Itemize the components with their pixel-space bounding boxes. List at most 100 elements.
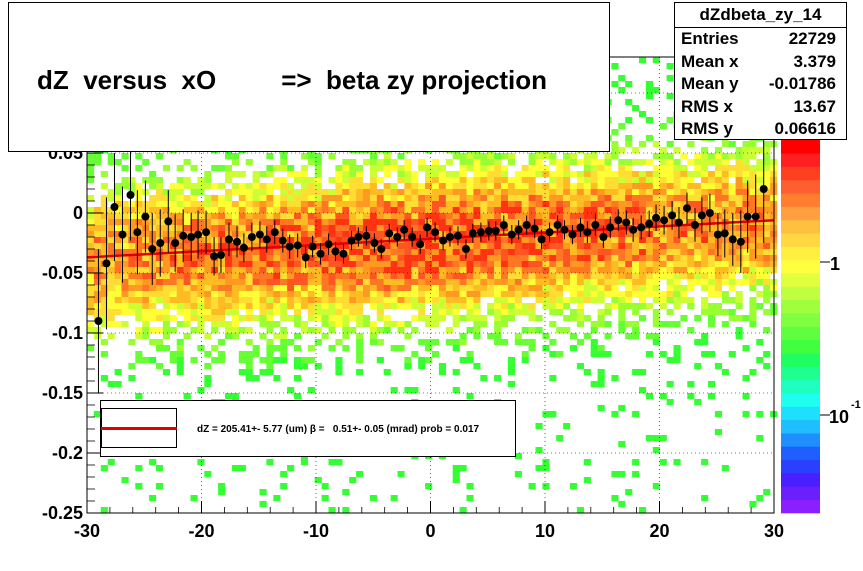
heatmap-cell — [714, 303, 722, 310]
heatmap-cell — [625, 201, 633, 208]
heatmap-cell — [397, 471, 405, 478]
heatmap-cell — [535, 153, 543, 160]
heatmap-cell — [708, 159, 716, 166]
heatmap-cell — [266, 285, 274, 292]
heatmap-cell — [590, 273, 598, 280]
heatmap-cell — [590, 291, 598, 298]
heatmap-cell — [473, 201, 481, 208]
heatmap-cell — [694, 315, 702, 322]
profile-point — [385, 229, 394, 238]
heatmap-cell — [473, 231, 481, 238]
heatmap-cell — [376, 267, 384, 274]
profile-point — [110, 203, 119, 211]
heatmap-cell — [501, 153, 509, 160]
heatmap-cell — [183, 255, 191, 262]
heatmap-cell — [714, 309, 722, 316]
heatmap-cell — [300, 189, 308, 196]
heatmap-cell — [473, 297, 481, 304]
heatmap-cell — [501, 189, 509, 196]
heatmap-cell — [314, 207, 322, 214]
heatmap-cell — [604, 159, 612, 166]
heatmap-cell — [259, 291, 267, 298]
heatmap-cell — [252, 243, 260, 250]
heatmap-cell — [438, 225, 446, 232]
heatmap-cell — [632, 309, 640, 316]
heatmap-cell — [625, 267, 633, 274]
heatmap-cell — [570, 483, 578, 490]
heatmap-cell — [576, 273, 584, 280]
stats-label: RMS x — [681, 96, 733, 116]
heatmap-cell — [604, 261, 612, 268]
heatmap-cell — [425, 345, 433, 352]
heatmap-cell — [383, 369, 391, 376]
heatmap-cell — [128, 285, 136, 292]
heatmap-cell — [611, 291, 619, 298]
heatmap-cell — [721, 207, 729, 214]
heatmap-cell — [376, 195, 384, 202]
heatmap-cell — [673, 171, 681, 178]
heatmap-cell — [604, 207, 612, 214]
heatmap-cell — [659, 213, 667, 220]
heatmap-cell — [549, 267, 557, 274]
heatmap-cell — [238, 315, 246, 322]
heatmap-cell — [273, 279, 281, 286]
heatmap-cell — [287, 465, 295, 472]
heatmap-cell — [404, 267, 412, 274]
heatmap-cell — [114, 225, 122, 232]
heatmap-cell — [639, 171, 647, 178]
heatmap-cell — [425, 243, 433, 250]
heatmap-cell — [135, 189, 143, 196]
heatmap-cell — [694, 213, 702, 220]
heatmap-cell — [542, 333, 550, 340]
heatmap-cell — [328, 261, 336, 268]
heatmap-cell — [307, 279, 315, 286]
heatmap-cell — [549, 219, 557, 226]
heatmap-cell — [149, 201, 157, 208]
heatmap-cell — [252, 219, 260, 226]
heatmap-cell — [666, 297, 674, 304]
heatmap-cell — [252, 375, 260, 382]
heatmap-cell — [639, 213, 647, 220]
heatmap-cell — [521, 273, 529, 280]
heatmap-cell — [563, 273, 571, 280]
heatmap-cell — [659, 159, 667, 166]
heatmap-cell — [749, 165, 757, 172]
heatmap-cell — [128, 363, 136, 370]
heatmap-cell — [100, 207, 108, 214]
heatmap-cell — [204, 207, 212, 214]
heatmap-cell — [418, 189, 426, 196]
heatmap-cell — [135, 243, 143, 250]
heatmap-cell — [356, 279, 364, 286]
heatmap-cell — [742, 375, 750, 382]
heatmap-cell — [749, 207, 757, 214]
heatmap-cell — [570, 261, 578, 268]
heatmap-cell — [100, 465, 108, 472]
heatmap-cell — [556, 351, 564, 358]
heatmap-cell — [576, 159, 584, 166]
heatmap-cell — [501, 255, 509, 262]
heatmap-cell — [231, 303, 239, 310]
heatmap-cell — [742, 189, 750, 196]
heatmap-cell — [418, 315, 426, 322]
heatmap-cell — [687, 381, 695, 388]
heatmap-cell — [735, 201, 743, 208]
heatmap-cell — [294, 291, 302, 298]
heatmap-cell — [335, 291, 343, 298]
heatmap-cell — [183, 183, 191, 190]
heatmap-cell — [563, 165, 571, 172]
heatmap-cell — [542, 291, 550, 298]
heatmap-cell — [404, 195, 412, 202]
heatmap-cell — [749, 255, 757, 262]
heatmap-cell — [156, 273, 164, 280]
heatmap-cell — [369, 159, 377, 166]
heatmap-cell — [452, 477, 460, 484]
heatmap-cell — [673, 267, 681, 274]
heatmap-cell — [680, 219, 688, 226]
heatmap-cell — [335, 183, 343, 190]
heatmap-cell — [314, 213, 322, 220]
heatmap-cell — [625, 297, 633, 304]
heatmap-cell — [328, 297, 336, 304]
heatmap-cell — [480, 243, 488, 250]
heatmap-cell — [204, 381, 212, 388]
heatmap-cell — [307, 201, 315, 208]
